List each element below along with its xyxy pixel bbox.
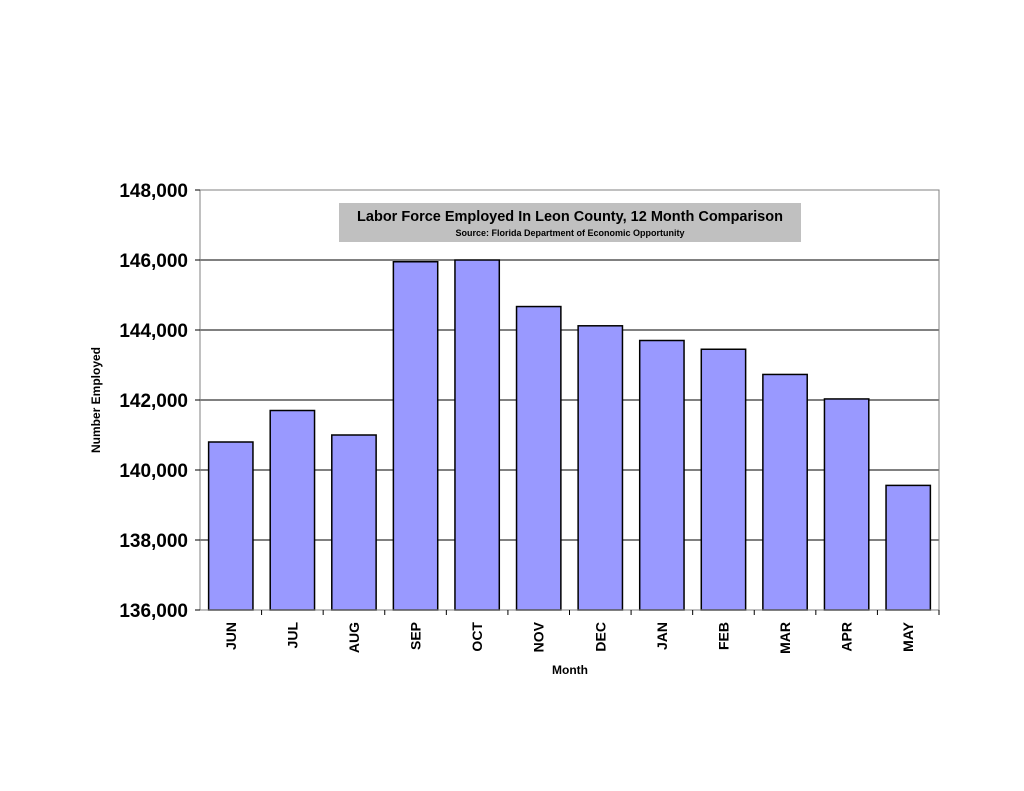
chart-title-box: Labor Force Employed In Leon County, 12 … <box>339 203 801 242</box>
x-category-label: APR <box>839 622 855 652</box>
y-tick-label: 144,000 <box>119 321 188 342</box>
x-axis-category-labels: JUN JUL AUG SEP OCT NOV DEC JAN FEB MAR APR MAY <box>223 610 940 654</box>
bar-jun <box>207 441 254 611</box>
x-category-label: DEC <box>592 622 608 652</box>
y-tick-label: 136,000 <box>119 601 188 622</box>
chart-subtitle: Source: Florida Department of Economic O… <box>455 228 684 238</box>
y-tick-label: 142,000 <box>119 391 188 412</box>
x-category-label: JAN <box>654 622 670 650</box>
bar-sep <box>392 261 439 611</box>
bar-dec <box>577 325 624 611</box>
bar-aug <box>331 434 377 611</box>
x-category-label: SEP <box>408 622 424 650</box>
bar-oct <box>454 259 501 611</box>
y-tick-label: 148,000 <box>119 181 188 202</box>
bar-apr <box>823 398 870 611</box>
bar-mar <box>762 373 808 611</box>
bar-feb <box>700 348 747 611</box>
gridlines <box>200 259 939 541</box>
bars <box>207 259 932 611</box>
y-axis-tick-labels: 136,000 138,000 140,000 142,000 144,000 146,0… <box>119 181 200 622</box>
bar-jan <box>638 339 685 611</box>
bar-nov <box>515 305 562 611</box>
x-category-label: FEB <box>715 622 731 650</box>
chart-title: Labor Force Employed In Leon County, 12 … <box>357 209 783 225</box>
y-tick-label: 146,000 <box>119 251 188 272</box>
x-category-label: MAY <box>900 621 916 651</box>
y-axis-title: Number Employed <box>89 347 103 453</box>
x-category-label: JUL <box>284 622 300 649</box>
x-category-label: NOV <box>531 621 547 652</box>
x-category-label: JUN <box>223 622 239 650</box>
x-category-label: OCT <box>469 622 485 652</box>
x-axis-title: Month <box>552 663 588 677</box>
x-category-label: AUG <box>346 622 362 653</box>
y-tick-label: 138,000 <box>119 531 188 552</box>
x-category-label: MAR <box>777 622 793 654</box>
bar-jul <box>269 409 316 611</box>
bar-may <box>885 484 932 611</box>
y-tick-label: 140,000 <box>119 461 188 482</box>
title-background <box>339 203 801 242</box>
